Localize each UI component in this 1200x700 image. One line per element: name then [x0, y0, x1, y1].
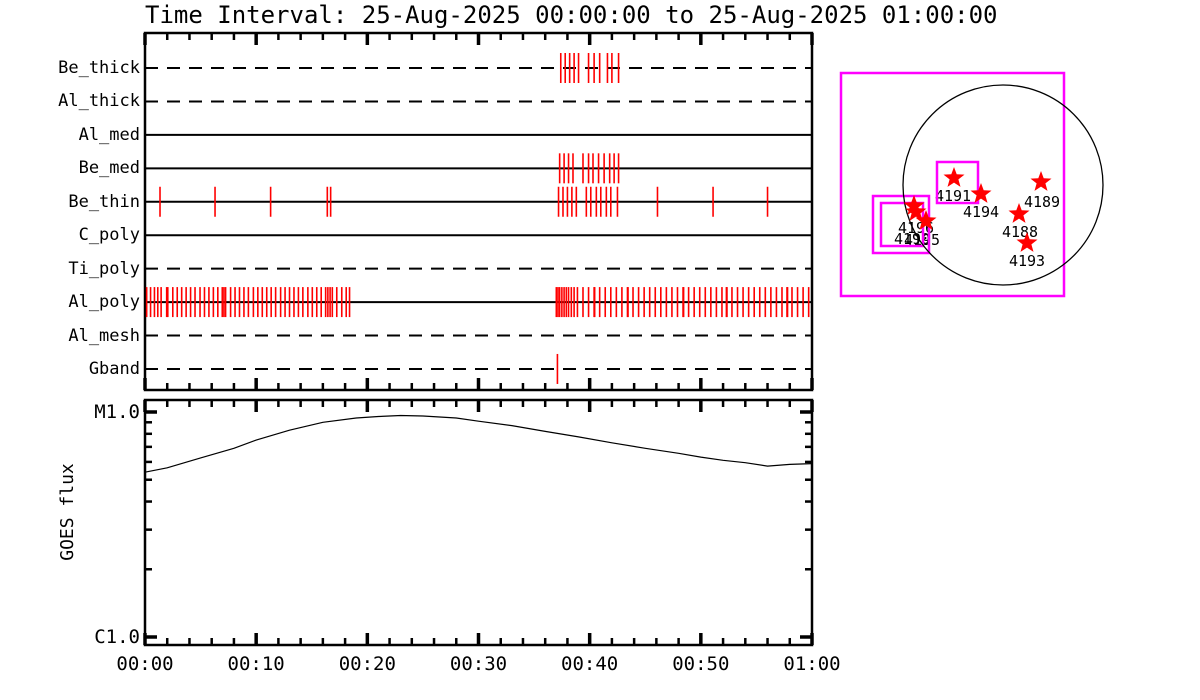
active-region-star-4196 [903, 195, 925, 215]
filter-label-Al_med: Al_med [78, 124, 140, 145]
ar-label-4194: 4194 [962, 203, 1000, 221]
active-region-star-4188 [1008, 203, 1030, 223]
active-region-star-4193 [1016, 232, 1038, 252]
goes-panel [143, 398, 814, 647]
time-tick-label-5: 00:50 [672, 653, 730, 675]
filter-label-Al_mesh: Al_mesh [68, 325, 140, 346]
goes-flux-curve [144, 414, 813, 473]
filter-label-Al_poly: Al_poly [68, 292, 140, 313]
goes-ytick-m1-label: M1.0 [94, 401, 140, 423]
filter-label-Be_thick: Be_thick [58, 58, 140, 78]
ar-label-4191: 4191 [934, 187, 972, 205]
ar-label-4188: 4188 [1001, 223, 1039, 241]
time-tick-label-3: 00:30 [449, 653, 508, 675]
filter-label-Al_thick: Al_thick [58, 91, 140, 112]
timeline-panel [143, 31, 814, 392]
ar-label-4193: 4193 [1008, 252, 1046, 270]
solar-limb-circle [902, 84, 1104, 286]
fov-box-1 [935, 160, 980, 205]
filter-label-C_poly: C_poly [78, 225, 140, 246]
time-tick-label-6: 01:00 [783, 653, 841, 675]
filter-label-Gband: Gband [88, 358, 140, 379]
active-region-star-4191 [943, 167, 965, 187]
time-tick-label-1: 00:10 [227, 653, 285, 675]
ar-label-4189: 4189 [1023, 193, 1061, 211]
active-region-star-4189 [1030, 171, 1052, 191]
active-region-star-4190 [905, 201, 927, 221]
filter-label-Ti_poly: Ti_poly [68, 258, 140, 279]
time-tick-label-0: 00:00 [116, 653, 174, 675]
fov-box-0 [839, 71, 1066, 298]
filter-label-Be_thin: Be_thin [68, 191, 140, 212]
sun-map [839, 71, 1104, 298]
filter-label-Be_med: Be_med [78, 158, 140, 179]
time-tick-label-4: 00:40 [561, 653, 619, 675]
active-region-star-4194 [970, 183, 992, 203]
time-tick-label-2: 00:20 [338, 653, 396, 675]
active-region-star-4195 [915, 210, 937, 230]
goes-ytick-c1-label: C1.0 [94, 626, 140, 648]
